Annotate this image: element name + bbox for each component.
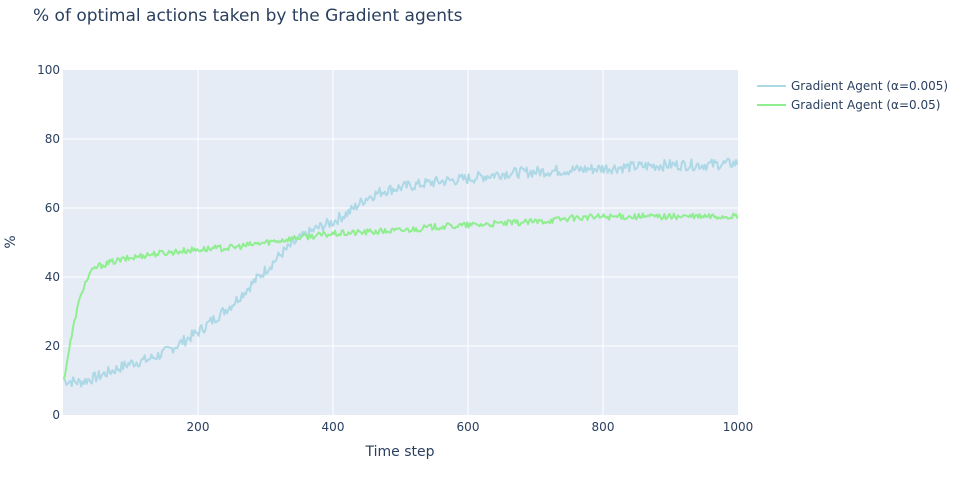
y-tick-label: 40: [45, 270, 60, 284]
grid-lines: [63, 70, 738, 415]
plot-background: [63, 70, 738, 415]
series-layer: [62, 157, 739, 388]
y-tick-label: 100: [37, 63, 60, 77]
series-line-1: [62, 212, 739, 380]
x-axis-title: Time step: [365, 444, 435, 460]
x-tick-label: 600: [457, 420, 480, 434]
chart-title: % of optimal actions taken by the Gradie…: [33, 6, 463, 26]
y-tick-label: 60: [45, 201, 60, 215]
x-axis-ticks: 200 400 600 800 1000: [187, 420, 754, 434]
x-tick-label: 800: [592, 420, 615, 434]
y-tick-label: 0: [52, 408, 60, 422]
legend: Gradient Agent (α=0.005) Gradient Agent (…: [757, 79, 948, 112]
x-tick-label: 400: [322, 420, 345, 434]
y-axis-title: %: [3, 235, 19, 248]
y-tick-label: 20: [45, 339, 60, 353]
legend-label-0: Gradient Agent (α=0.005): [791, 79, 948, 93]
legend-label-1: Gradient Agent (α=0.05): [791, 98, 940, 112]
x-tick-label: 1000: [723, 420, 754, 434]
y-axis-ticks: 0 20 40 60 80 100: [37, 63, 60, 422]
x-tick-label: 200: [187, 420, 210, 434]
y-tick-label: 80: [45, 132, 60, 146]
series-line-0: [63, 157, 739, 388]
